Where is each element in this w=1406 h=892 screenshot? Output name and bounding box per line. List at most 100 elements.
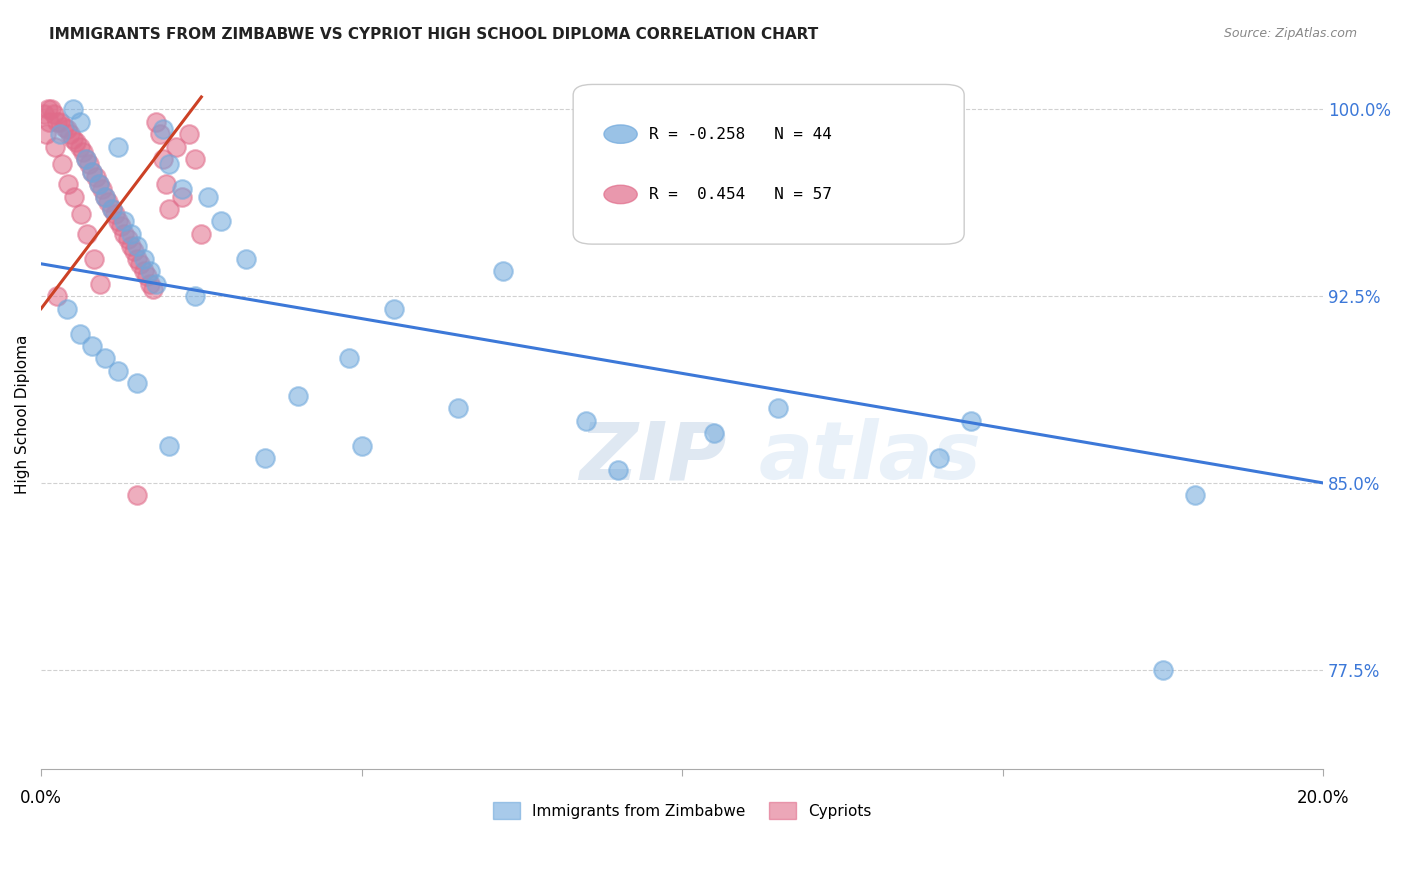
Point [107, 214, 129, 228]
Point [132, 264, 155, 278]
Point [928, 450, 950, 465]
Legend: Immigrants from Zimbabwe, Cypriots: Immigrants from Zimbabwe, Cypriots [486, 796, 877, 825]
Point [197, 189, 219, 203]
Point [139, 264, 162, 278]
Point [49, 115, 72, 129]
Point [607, 463, 630, 477]
Point [149, 128, 172, 142]
Point [157, 439, 180, 453]
Point [77, 157, 100, 171]
Point [132, 252, 155, 266]
Point [75, 152, 97, 166]
Point [51, 157, 73, 171]
Point [65, 135, 87, 149]
Point [62, 103, 84, 117]
Point [254, 450, 277, 465]
Point [350, 439, 373, 453]
Point [55, 122, 77, 136]
Point [1152, 663, 1174, 677]
FancyBboxPatch shape [574, 85, 965, 244]
Point [107, 140, 129, 154]
Point [165, 140, 187, 154]
Text: atlas: atlas [759, 418, 981, 496]
Point [127, 239, 149, 253]
Point [100, 202, 122, 216]
Point [122, 244, 145, 259]
Point [34, 107, 56, 121]
Point [52, 120, 75, 134]
Point [55, 301, 77, 316]
Point [104, 207, 127, 221]
Point [94, 189, 117, 203]
Point [42, 107, 65, 121]
Point [59, 128, 82, 142]
Point [155, 177, 177, 191]
Point [172, 189, 194, 203]
Point [145, 277, 167, 291]
Point [83, 252, 105, 266]
Point [37, 103, 59, 117]
Point [69, 326, 91, 341]
Point [190, 227, 212, 241]
Point [117, 232, 139, 246]
Point [94, 351, 117, 366]
Point [703, 426, 725, 441]
Point [575, 414, 598, 428]
Point [127, 376, 149, 391]
Point [114, 227, 136, 241]
Text: R = -0.258   N = 44: R = -0.258 N = 44 [648, 127, 832, 142]
Point [75, 152, 97, 166]
Point [97, 194, 120, 209]
Point [110, 219, 132, 234]
Point [1184, 488, 1206, 502]
Point [63, 189, 86, 203]
Point [135, 269, 157, 284]
Point [120, 239, 142, 253]
Point [69, 115, 91, 129]
Point [70, 207, 93, 221]
Text: Source: ZipAtlas.com: Source: ZipAtlas.com [1223, 27, 1357, 40]
Point [69, 140, 91, 154]
Point [768, 401, 790, 416]
Point [127, 252, 149, 266]
Text: 20.0%: 20.0% [1296, 789, 1350, 807]
Point [72, 145, 94, 159]
Point [38, 115, 60, 129]
Point [46, 115, 69, 129]
Point [62, 132, 84, 146]
Text: 0.0%: 0.0% [20, 789, 62, 807]
Point [127, 488, 149, 502]
Point [157, 157, 180, 171]
Point [82, 164, 104, 178]
Point [91, 182, 114, 196]
Point [35, 128, 58, 142]
Point [287, 389, 309, 403]
Point [382, 301, 405, 316]
Circle shape [605, 125, 637, 144]
Point [87, 177, 110, 191]
Point [447, 401, 470, 416]
Point [82, 339, 104, 353]
Point [184, 289, 207, 303]
Point [94, 189, 117, 203]
Point [235, 252, 257, 266]
Point [120, 227, 142, 241]
Point [337, 351, 360, 366]
Point [107, 364, 129, 378]
Text: IMMIGRANTS FROM ZIMBABWE VS CYPRIOT HIGH SCHOOL DIPLOMA CORRELATION CHART: IMMIGRANTS FROM ZIMBABWE VS CYPRIOT HIGH… [49, 27, 818, 42]
Point [46, 289, 69, 303]
Point [139, 277, 162, 291]
Point [56, 177, 79, 191]
Point [172, 182, 194, 196]
Point [114, 214, 136, 228]
Point [84, 169, 107, 184]
Point [39, 103, 62, 117]
Point [44, 140, 66, 154]
Point [49, 128, 72, 142]
Point [184, 152, 207, 166]
Point [76, 227, 98, 241]
Point [959, 414, 981, 428]
Y-axis label: High School Diploma: High School Diploma [15, 334, 30, 494]
Point [82, 164, 104, 178]
Point [100, 202, 122, 216]
